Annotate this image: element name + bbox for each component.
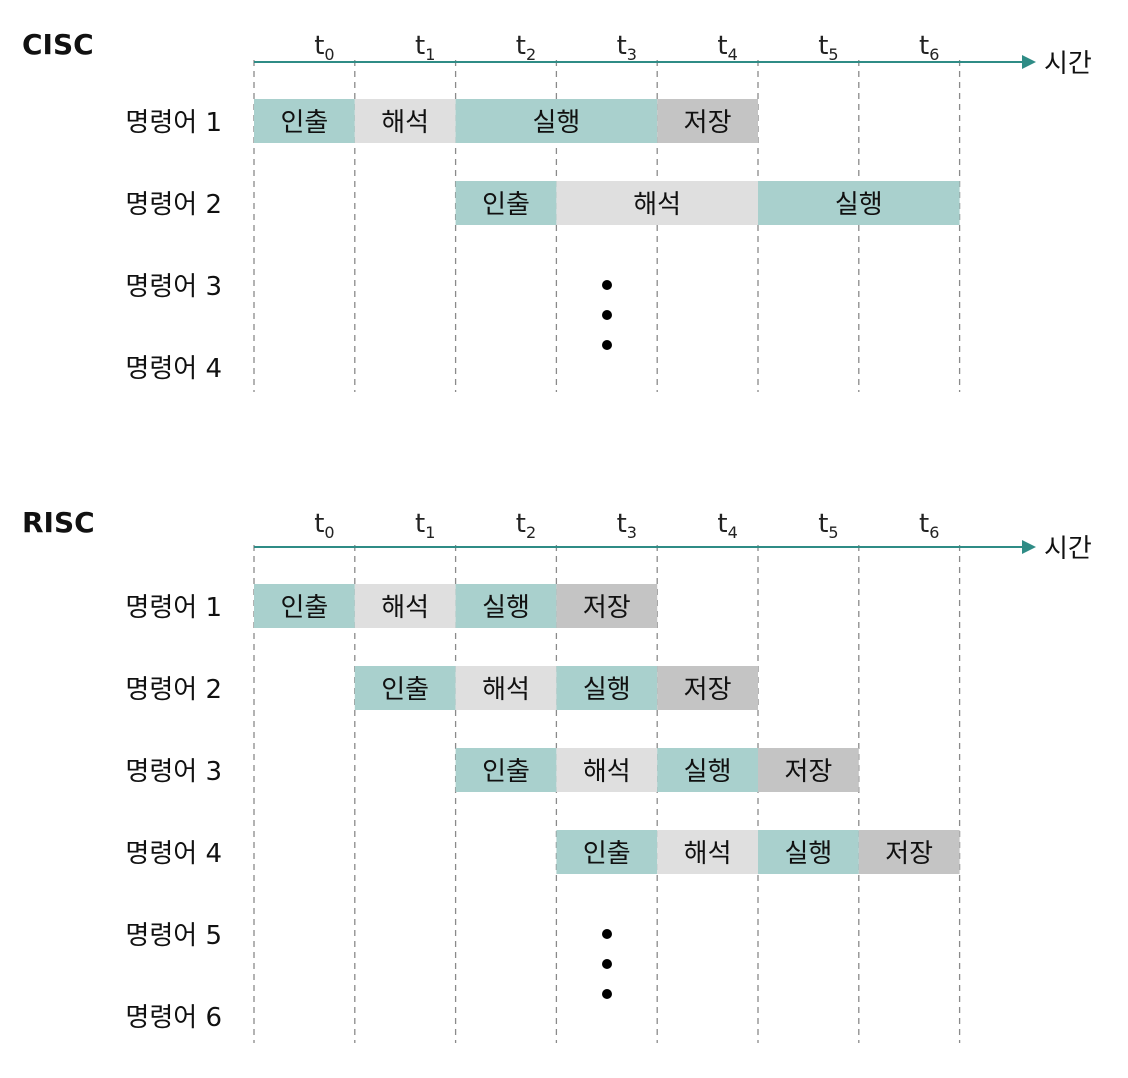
- instruction-label: 명령어 4: [125, 839, 222, 869]
- time-tick-label: t1: [415, 31, 435, 64]
- time-tick-label: t4: [717, 31, 737, 64]
- pipeline-segment: [254, 584, 355, 628]
- pipeline-segment: [758, 830, 859, 874]
- pipeline-segment-label: 해석: [381, 108, 429, 138]
- time-tick-label: t4: [717, 509, 737, 542]
- pipeline-segment-label: 실행: [784, 839, 832, 869]
- pipeline-segment-label: 실행: [532, 108, 580, 138]
- instruction-label: 명령어 2: [125, 675, 222, 705]
- pipeline-segment-label: 인출: [381, 675, 429, 705]
- time-axis-arrow-icon: [1022, 55, 1036, 69]
- pipeline-segment: [556, 830, 658, 874]
- time-tick-label: t0: [314, 509, 334, 542]
- instruction-label: 명령어 1: [125, 108, 222, 138]
- ellipsis-dot-icon: [602, 280, 612, 290]
- pipeline-segment: [657, 666, 758, 710]
- pipeline-segment-label: 실행: [684, 757, 732, 787]
- pipeline-segment-label: 저장: [885, 839, 933, 869]
- ellipsis-dot-icon: [602, 989, 612, 999]
- pipeline-segment: [758, 748, 859, 792]
- pipeline-segment-label: 실행: [835, 190, 883, 220]
- time-tick-label: t5: [818, 31, 838, 64]
- pipeline-segment: [556, 181, 758, 225]
- instruction-label: 명령어 6: [125, 1003, 222, 1033]
- pipeline-segment: [455, 748, 557, 792]
- instruction-label: 명령어 3: [125, 757, 222, 787]
- time-axis-label: 시간: [1044, 49, 1092, 79]
- pipeline-segment-label: 실행: [583, 675, 631, 705]
- pipeline-segment: [455, 584, 557, 628]
- pipeline-segment: [254, 99, 355, 143]
- time-axis-label: 시간: [1044, 534, 1092, 564]
- ellipsis-dot-icon: [602, 340, 612, 350]
- time-tick-label: t2: [516, 31, 536, 64]
- time-tick-label: t6: [919, 509, 939, 542]
- pipeline-segment-label: 해석: [684, 839, 732, 869]
- instruction-label: 명령어 2: [125, 190, 222, 220]
- diagram-title-0: CISC: [22, 28, 94, 61]
- pipeline-segment: [758, 181, 960, 225]
- time-tick-label: t6: [919, 31, 939, 64]
- pipeline-segment: [556, 584, 658, 628]
- ellipsis-dot-icon: [602, 310, 612, 320]
- pipeline-segment: [556, 748, 658, 792]
- time-tick-label: t5: [818, 509, 838, 542]
- pipeline-segment-label: 저장: [583, 593, 631, 623]
- pipeline-segment-label: 인출: [583, 839, 631, 869]
- time-tick-label: t3: [617, 31, 637, 64]
- time-tick-label: t2: [516, 509, 536, 542]
- time-tick-label: t1: [415, 509, 435, 542]
- pipeline-segment: [858, 830, 960, 874]
- pipeline-segment-label: 인출: [482, 757, 530, 787]
- ellipsis-dot-icon: [602, 959, 612, 969]
- pipeline-segment-label: 저장: [684, 675, 732, 705]
- pipeline-segment-label: 저장: [684, 108, 732, 138]
- pipeline-segment: [354, 584, 456, 628]
- time-tick-label: t0: [314, 31, 334, 64]
- ellipsis-dot-icon: [602, 929, 612, 939]
- pipeline-segment-label: 실행: [482, 593, 530, 623]
- pipeline-segment-label: 인출: [482, 190, 530, 220]
- pipeline-segment: [455, 99, 658, 143]
- pipeline-segment-label: 해석: [583, 757, 631, 787]
- instruction-label: 명령어 1: [125, 593, 222, 623]
- pipeline-segment: [556, 666, 658, 710]
- pipeline-segment: [455, 181, 557, 225]
- time-axis-arrow-icon: [1022, 540, 1036, 554]
- pipeline-segment: [657, 99, 758, 143]
- instruction-label: 명령어 4: [125, 354, 222, 384]
- pipeline-segment-label: 해석: [633, 190, 681, 220]
- instruction-label: 명령어 3: [125, 272, 222, 302]
- pipeline-segment-label: 해석: [482, 675, 530, 705]
- pipeline-segment-label: 저장: [784, 757, 832, 787]
- pipeline-segment: [657, 748, 758, 792]
- pipeline-segment: [354, 99, 456, 143]
- pipeline-segment-label: 인출: [280, 593, 328, 623]
- instruction-label: 명령어 5: [125, 921, 222, 951]
- pipeline-segment-label: 해석: [381, 593, 429, 623]
- pipeline-segment: [455, 666, 557, 710]
- diagram-title-1: RISC: [22, 506, 95, 539]
- time-tick-label: t3: [617, 509, 637, 542]
- pipeline-segment: [657, 830, 758, 874]
- pipeline-segment-label: 인출: [280, 108, 328, 138]
- pipeline-segment: [354, 666, 456, 710]
